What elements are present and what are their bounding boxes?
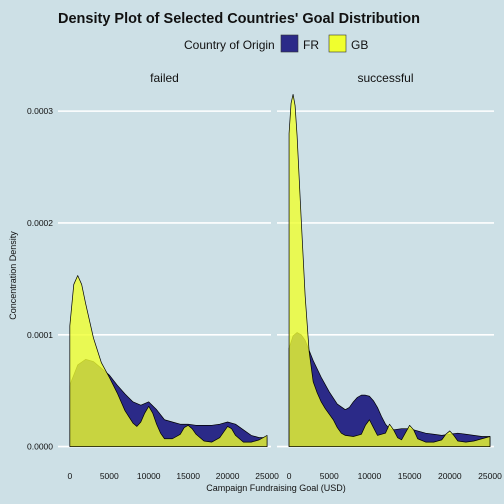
y-tick-label: 0.0002 [27,218,53,228]
x-tick-label: 25000 [478,471,502,481]
legend-title: Country of Origin [184,38,275,52]
y-axis-title: Concentration Density [8,231,18,320]
legend-swatch-gb [329,35,346,52]
y-tick-label: 0.0000 [27,442,53,452]
y-tick-label: 0.0003 [27,106,53,116]
x-tick-label: 10000 [137,471,161,481]
chart-title: Density Plot of Selected Countries' Goal… [58,11,420,27]
panel-label-successful: successful [357,71,413,85]
x-tick-label: 5000 [100,471,119,481]
x-tick-label: 0 [287,471,292,481]
panel-label-failed: failed [150,71,179,85]
x-tick-label: 15000 [398,471,422,481]
x-tick-label: 10000 [358,471,382,481]
x-tick-label: 15000 [176,471,200,481]
x-axis-title: Campaign Fundraising Goal (USD) [206,483,346,493]
x-tick-label: 20000 [438,471,462,481]
x-tick-label: 0 [67,471,72,481]
legend-label-fr: FR [303,38,319,52]
x-tick-label: 20000 [216,471,240,481]
x-tick-label: 25000 [255,471,279,481]
legend-swatch-fr [281,35,298,52]
x-tick-label: 5000 [320,471,339,481]
y-tick-label: 0.0001 [27,330,53,340]
legend-label-gb: GB [351,38,368,52]
